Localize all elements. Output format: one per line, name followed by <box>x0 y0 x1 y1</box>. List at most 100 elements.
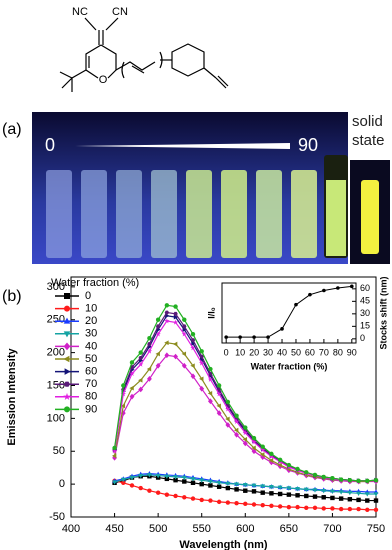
legend-label: 0 <box>85 290 91 302</box>
legend-label: 50 <box>85 353 97 365</box>
marker <box>129 393 135 400</box>
marker <box>266 335 270 339</box>
marker <box>207 376 214 382</box>
marker <box>129 370 135 376</box>
marker <box>147 342 152 346</box>
x-tick-label: 450 <box>105 523 123 535</box>
marker <box>190 496 196 501</box>
marker <box>181 475 187 481</box>
marker <box>181 362 187 369</box>
legend-label: 90 <box>85 403 97 415</box>
legend-marker <box>64 293 70 299</box>
marker <box>138 485 143 491</box>
y2-tick-label: 45 <box>360 296 370 306</box>
marker <box>234 487 239 492</box>
marker <box>234 431 239 438</box>
marker <box>216 499 222 505</box>
y-tick-label: 50 <box>53 445 65 457</box>
x-tick-label: 750 <box>367 523 385 535</box>
marker <box>120 391 127 397</box>
marker <box>146 366 152 372</box>
marker <box>173 475 178 480</box>
marker <box>138 355 143 360</box>
marker <box>191 340 196 346</box>
marker <box>330 476 335 481</box>
marker <box>129 385 134 391</box>
marker <box>129 360 135 365</box>
marker <box>321 506 326 511</box>
marker <box>208 483 213 488</box>
structure-label: O <box>99 74 108 86</box>
marker <box>286 462 292 468</box>
marker <box>182 324 187 329</box>
legend-label: 20 <box>85 315 97 327</box>
legend-label: 30 <box>85 328 97 340</box>
marker <box>321 495 326 500</box>
marker <box>138 350 143 355</box>
y-axis-label: Emission Intensity <box>6 348 18 446</box>
marker <box>225 406 231 412</box>
marker <box>164 318 170 324</box>
marker <box>147 473 152 478</box>
marker <box>172 319 179 325</box>
marker <box>242 429 249 436</box>
x-tick-label: 550 <box>193 523 211 535</box>
marker <box>138 377 143 383</box>
marker <box>172 341 178 347</box>
marker <box>155 317 161 322</box>
photo-label: 90 <box>298 135 318 155</box>
marker <box>269 503 274 509</box>
marker <box>225 481 231 487</box>
marker <box>182 495 187 500</box>
marker <box>347 497 353 502</box>
marker <box>269 491 274 496</box>
marker <box>207 390 213 396</box>
marker <box>208 371 213 376</box>
legend-marker <box>63 342 71 351</box>
solid-label: solid state <box>352 113 385 149</box>
marker <box>260 484 266 489</box>
solid-vial <box>361 180 379 254</box>
legend-label: 10 <box>85 303 97 315</box>
marker <box>312 472 318 478</box>
marker <box>199 481 204 487</box>
marker <box>242 483 248 488</box>
marker <box>164 310 170 315</box>
marker <box>216 383 222 388</box>
marker <box>251 448 257 455</box>
marker <box>155 331 161 337</box>
arrow <box>75 143 290 149</box>
marker <box>286 504 292 510</box>
marker <box>155 324 161 329</box>
marker <box>190 373 196 380</box>
marker <box>182 479 187 484</box>
marker <box>190 477 196 482</box>
marker <box>234 482 239 487</box>
y2-tick-label: 15 <box>360 321 370 331</box>
marker <box>277 504 283 509</box>
marker <box>147 335 152 341</box>
marker <box>225 416 230 422</box>
marker <box>129 483 135 488</box>
marker <box>277 485 283 491</box>
structure-label: CN <box>112 6 128 18</box>
marker <box>199 385 205 392</box>
x-tick-label: 10 <box>235 347 245 357</box>
x-tick-label: 60 <box>305 347 315 357</box>
x-tick-label: 50 <box>291 347 301 357</box>
marker <box>347 490 353 496</box>
marker <box>216 403 221 409</box>
marker <box>336 286 340 290</box>
marker <box>111 453 117 459</box>
marker <box>216 484 222 489</box>
marker <box>225 500 231 505</box>
marker <box>120 403 126 409</box>
marker <box>356 506 361 512</box>
marker <box>330 495 335 501</box>
marker <box>199 376 204 382</box>
marker <box>199 354 204 359</box>
marker <box>365 507 370 512</box>
marker <box>304 470 309 475</box>
legend-label: 80 <box>85 391 97 403</box>
marker <box>190 338 196 343</box>
